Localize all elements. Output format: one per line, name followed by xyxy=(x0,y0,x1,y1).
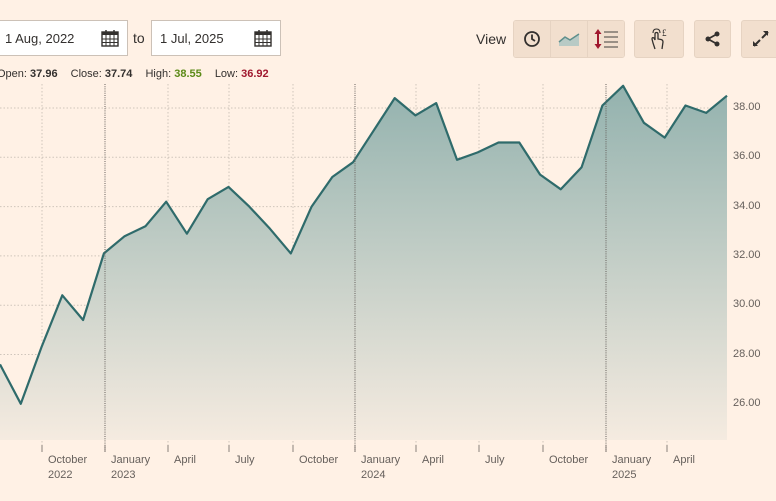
high-value: 38.55 xyxy=(174,68,202,80)
x-tick-year: 2023 xyxy=(111,469,136,481)
fullscreen-button[interactable] xyxy=(741,20,776,58)
x-tick-month: January xyxy=(111,454,151,466)
calendar-icon[interactable] xyxy=(252,29,274,47)
price-chart[interactable] xyxy=(0,80,776,501)
view-label: View xyxy=(476,31,507,47)
indicators-button[interactable] xyxy=(588,21,624,57)
touch-currency-icon: £ xyxy=(651,28,667,50)
x-tick-label: July xyxy=(485,453,505,468)
x-tick-year: 2025 xyxy=(612,469,637,481)
open-label: Open: xyxy=(0,68,27,80)
x-tick-label: April xyxy=(174,453,196,468)
indicators-icon xyxy=(594,29,618,49)
y-tick-label: 32.00 xyxy=(733,248,761,261)
x-tick-month: October xyxy=(48,454,88,466)
x-tick-label: April xyxy=(422,453,444,468)
open-value: 37.96 xyxy=(30,68,58,80)
x-tick-label: October xyxy=(549,453,588,468)
x-tick-label: October 2022 xyxy=(48,453,87,483)
x-tick-month: April xyxy=(174,454,197,466)
ohlc-summary: Open: 37.96 Close: 37.74 High: 38.55 Low… xyxy=(0,68,269,80)
x-tick-label: April xyxy=(673,453,695,468)
svg-text:£: £ xyxy=(662,28,667,38)
x-tick-year: 2024 xyxy=(361,469,386,481)
x-tick-label: January 2023 xyxy=(111,453,150,483)
x-tick-month: July xyxy=(235,454,255,466)
x-tick-month: April xyxy=(422,454,445,466)
x-tick-label: January 2025 xyxy=(612,453,651,483)
y-tick-label: 36.00 xyxy=(733,150,761,163)
x-tick-year: 2022 xyxy=(48,469,73,481)
x-tick-month: October xyxy=(549,454,589,466)
clock-icon xyxy=(524,31,540,47)
calendar-icon[interactable] xyxy=(99,29,121,47)
close-label: Close: xyxy=(70,68,102,80)
y-tick-label: 28.00 xyxy=(733,347,761,360)
x-tick-month: January xyxy=(361,454,401,466)
price-area xyxy=(0,85,727,441)
y-tick-label: 34.00 xyxy=(733,199,761,212)
start-date-input[interactable]: 1 Aug, 2022 xyxy=(0,20,128,56)
line-chart-icon xyxy=(558,33,580,46)
low-value: 36.92 xyxy=(241,68,269,80)
end-date-input[interactable]: 1 Jul, 2025 xyxy=(151,20,281,56)
expand-icon xyxy=(753,31,769,47)
x-tick-month: April xyxy=(673,454,696,466)
y-tick-label: 26.00 xyxy=(733,396,761,409)
x-tick-label: July xyxy=(235,453,255,468)
close-value: 37.74 xyxy=(104,68,133,80)
chart-type-button[interactable] xyxy=(551,21,588,57)
date-range-separator: to xyxy=(133,30,145,46)
x-tick-month: October xyxy=(299,454,339,466)
view-button-group xyxy=(513,20,625,58)
year-dividers xyxy=(104,84,607,452)
x-tick-label: October xyxy=(299,453,338,468)
time-range-button[interactable] xyxy=(514,21,551,57)
x-tick-label: January 2024 xyxy=(361,453,400,483)
high-label: High: xyxy=(145,68,172,80)
start-date-value: 1 Aug, 2022 xyxy=(5,30,75,46)
share-button[interactable] xyxy=(694,20,731,58)
y-tick-label: 38.00 xyxy=(733,101,761,113)
x-tick-month: July xyxy=(485,454,505,466)
x-tick-month: January xyxy=(612,454,652,466)
interactive-mode-button[interactable]: £ xyxy=(634,20,684,58)
end-date-value: 1 Jul, 2025 xyxy=(160,30,224,46)
low-label: Low: xyxy=(214,68,239,80)
y-tick-label: 30.00 xyxy=(733,298,761,311)
share-icon xyxy=(705,31,719,47)
